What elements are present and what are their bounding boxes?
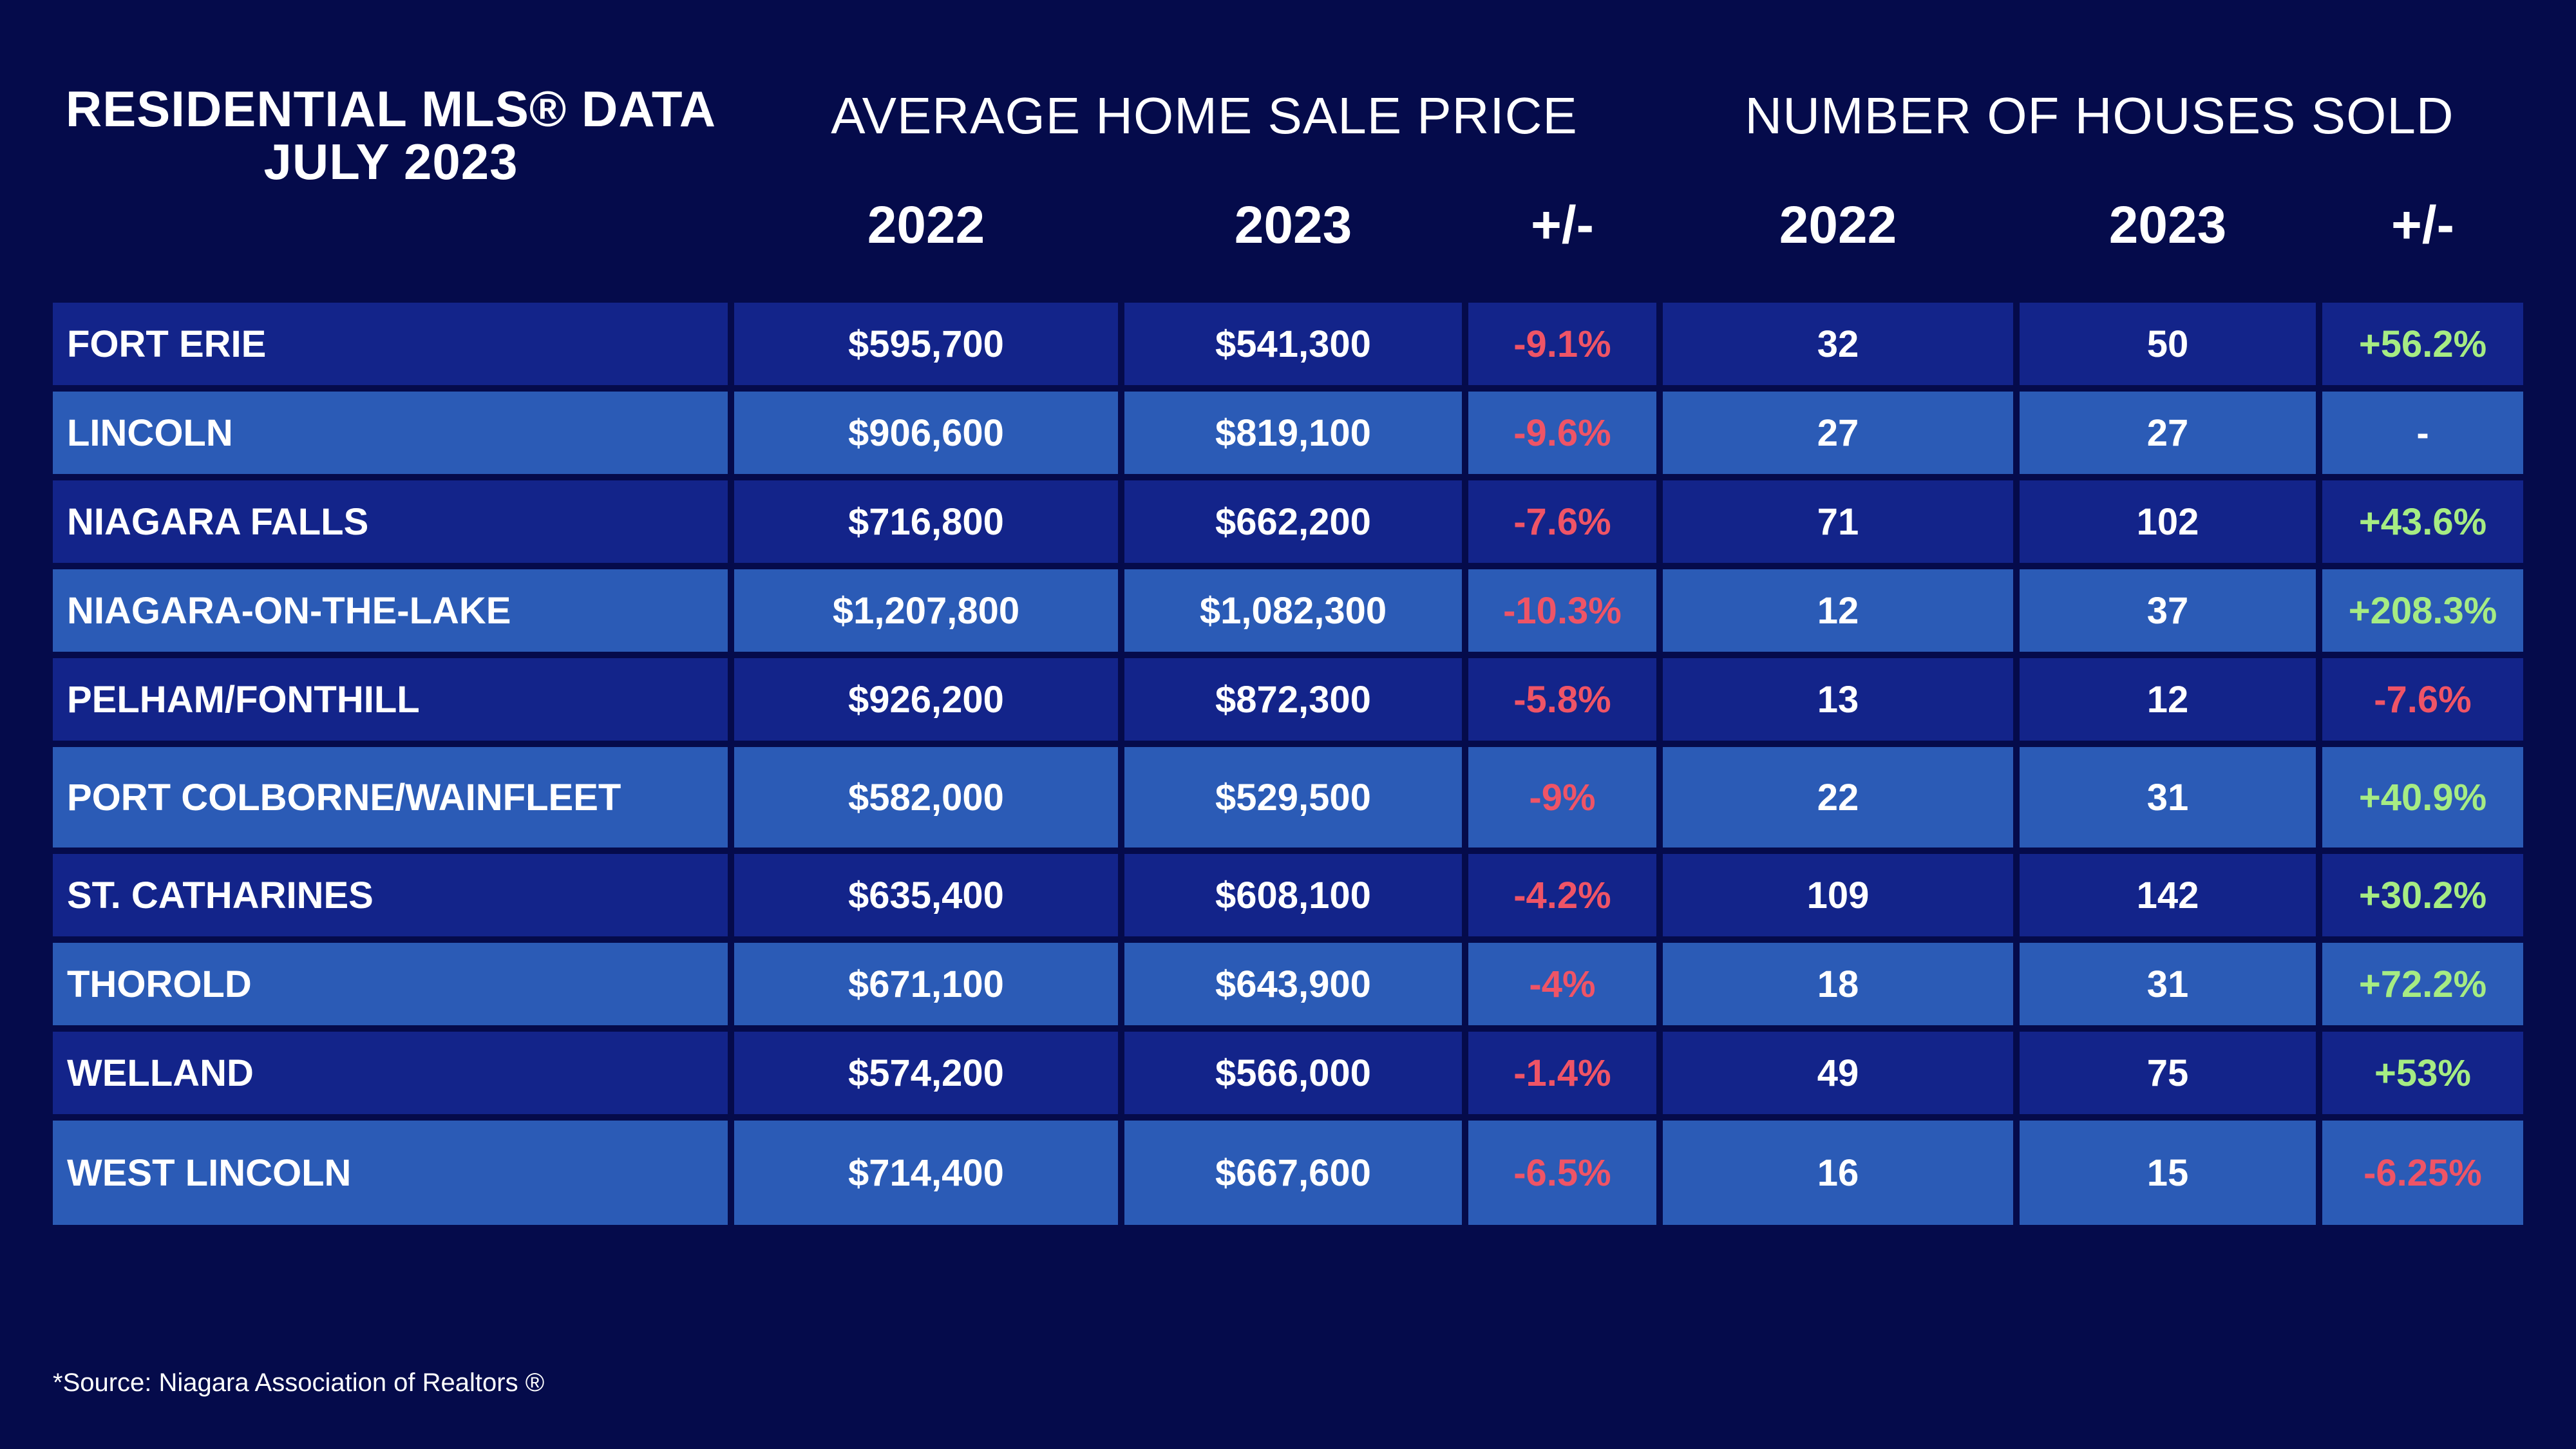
group-header-price: AVERAGE HOME SALE PRICE	[831, 87, 1578, 144]
cell-name: PORT COLBORNE/WAINFLEET	[53, 747, 728, 848]
cell-sold-change: +72.2%	[2322, 943, 2523, 1025]
cell-price-change: -5.8%	[1468, 658, 1656, 741]
cell-sold-2023: 27	[2020, 392, 2316, 474]
cell-sold-2023: 31	[2020, 943, 2316, 1025]
cell-price-2022: $595,700	[734, 303, 1118, 385]
column-header-sold-2023: 2023	[2108, 196, 2227, 254]
cell-price-change: -4%	[1468, 943, 1656, 1025]
table-title-block: RESIDENTIAL MLS® DATA JULY 2023	[53, 82, 729, 188]
cell-price-2022: $716,800	[734, 480, 1118, 563]
cell-price-change: -7.6%	[1468, 480, 1656, 563]
cell-price-change: -4.2%	[1468, 854, 1656, 936]
cell-sold-change: -6.25%	[2322, 1121, 2523, 1225]
cell-price-2022: $906,600	[734, 392, 1118, 474]
cell-price-2022: $926,200	[734, 658, 1118, 741]
cell-sold-2023: 12	[2020, 658, 2316, 741]
cell-price-change: -6.5%	[1468, 1121, 1656, 1225]
cell-sold-change: -7.6%	[2322, 658, 2523, 741]
cell-price-2023: $608,100	[1124, 854, 1462, 936]
cell-sold-change: +53%	[2322, 1032, 2523, 1114]
column-header-sold-change: +/-	[2391, 196, 2454, 254]
cell-price-2022: $714,400	[734, 1121, 1118, 1225]
cell-price-2023: $662,200	[1124, 480, 1462, 563]
cell-sold-2022: 109	[1663, 854, 2013, 936]
column-header-price-change: +/-	[1531, 196, 1594, 254]
cell-price-2023: $529,500	[1124, 747, 1462, 848]
cell-name: FORT ERIE	[53, 303, 728, 385]
column-header-sold-2022: 2022	[1779, 196, 1897, 254]
cell-sold-2022: 18	[1663, 943, 2013, 1025]
cell-price-change: -1.4%	[1468, 1032, 1656, 1114]
cell-price-change: -9.1%	[1468, 303, 1656, 385]
cell-sold-change: -	[2322, 392, 2523, 474]
column-header-price-2023: 2023	[1234, 196, 1352, 254]
cell-sold-change: +43.6%	[2322, 480, 2523, 563]
cell-sold-2022: 12	[1663, 569, 2013, 652]
cell-price-2022: $574,200	[734, 1032, 1118, 1114]
cell-price-2023: $819,100	[1124, 392, 1462, 474]
cell-name: NIAGARA FALLS	[53, 480, 728, 563]
cell-sold-change: +30.2%	[2322, 854, 2523, 936]
cell-price-change: -9%	[1468, 747, 1656, 848]
cell-sold-2022: 71	[1663, 480, 2013, 563]
cell-price-2022: $582,000	[734, 747, 1118, 848]
cell-sold-2022: 27	[1663, 392, 2013, 474]
cell-name: LINCOLN	[53, 392, 728, 474]
cell-sold-2022: 32	[1663, 303, 2013, 385]
cell-name: NIAGARA-ON-THE-LAKE	[53, 569, 728, 652]
cell-sold-2022: 16	[1663, 1121, 2013, 1225]
cell-sold-2023: 15	[2020, 1121, 2316, 1225]
cell-price-2022: $671,100	[734, 943, 1118, 1025]
cell-price-change: -9.6%	[1468, 392, 1656, 474]
cell-sold-2023: 50	[2020, 303, 2316, 385]
cell-name: WEST LINCOLN	[53, 1121, 728, 1225]
cell-sold-2022: 22	[1663, 747, 2013, 848]
cell-sold-2023: 142	[2020, 854, 2316, 936]
cell-sold-2023: 31	[2020, 747, 2316, 848]
cell-name: WELLAND	[53, 1032, 728, 1114]
cell-sold-2023: 102	[2020, 480, 2316, 563]
cell-price-2023: $566,000	[1124, 1032, 1462, 1114]
cell-sold-2022: 13	[1663, 658, 2013, 741]
cell-price-2023: $541,300	[1124, 303, 1462, 385]
cell-price-2022: $635,400	[734, 854, 1118, 936]
cell-price-2022: $1,207,800	[734, 569, 1118, 652]
cell-price-2023: $872,300	[1124, 658, 1462, 741]
column-header-price-2022: 2022	[867, 196, 985, 254]
source-footnote: *Source: Niagara Association of Realtors…	[53, 1368, 545, 1397]
group-header-sold: NUMBER OF HOUSES SOLD	[1745, 87, 2454, 144]
cell-sold-change: +40.9%	[2322, 747, 2523, 848]
cell-price-2023: $1,082,300	[1124, 569, 1462, 652]
cell-name: THOROLD	[53, 943, 728, 1025]
cell-price-change: -10.3%	[1468, 569, 1656, 652]
cell-name: PELHAM/FONTHILL	[53, 658, 728, 741]
cell-sold-2022: 49	[1663, 1032, 2013, 1114]
cell-sold-change: +208.3%	[2322, 569, 2523, 652]
cell-sold-change: +56.2%	[2322, 303, 2523, 385]
table-subtitle: JULY 2023	[263, 133, 518, 190]
cell-name: ST. CATHARINES	[53, 854, 728, 936]
cell-price-2023: $667,600	[1124, 1121, 1462, 1225]
table-title: RESIDENTIAL MLS® DATA	[65, 80, 717, 137]
cell-price-2023: $643,900	[1124, 943, 1462, 1025]
cell-sold-2023: 75	[2020, 1032, 2316, 1114]
cell-sold-2023: 37	[2020, 569, 2316, 652]
